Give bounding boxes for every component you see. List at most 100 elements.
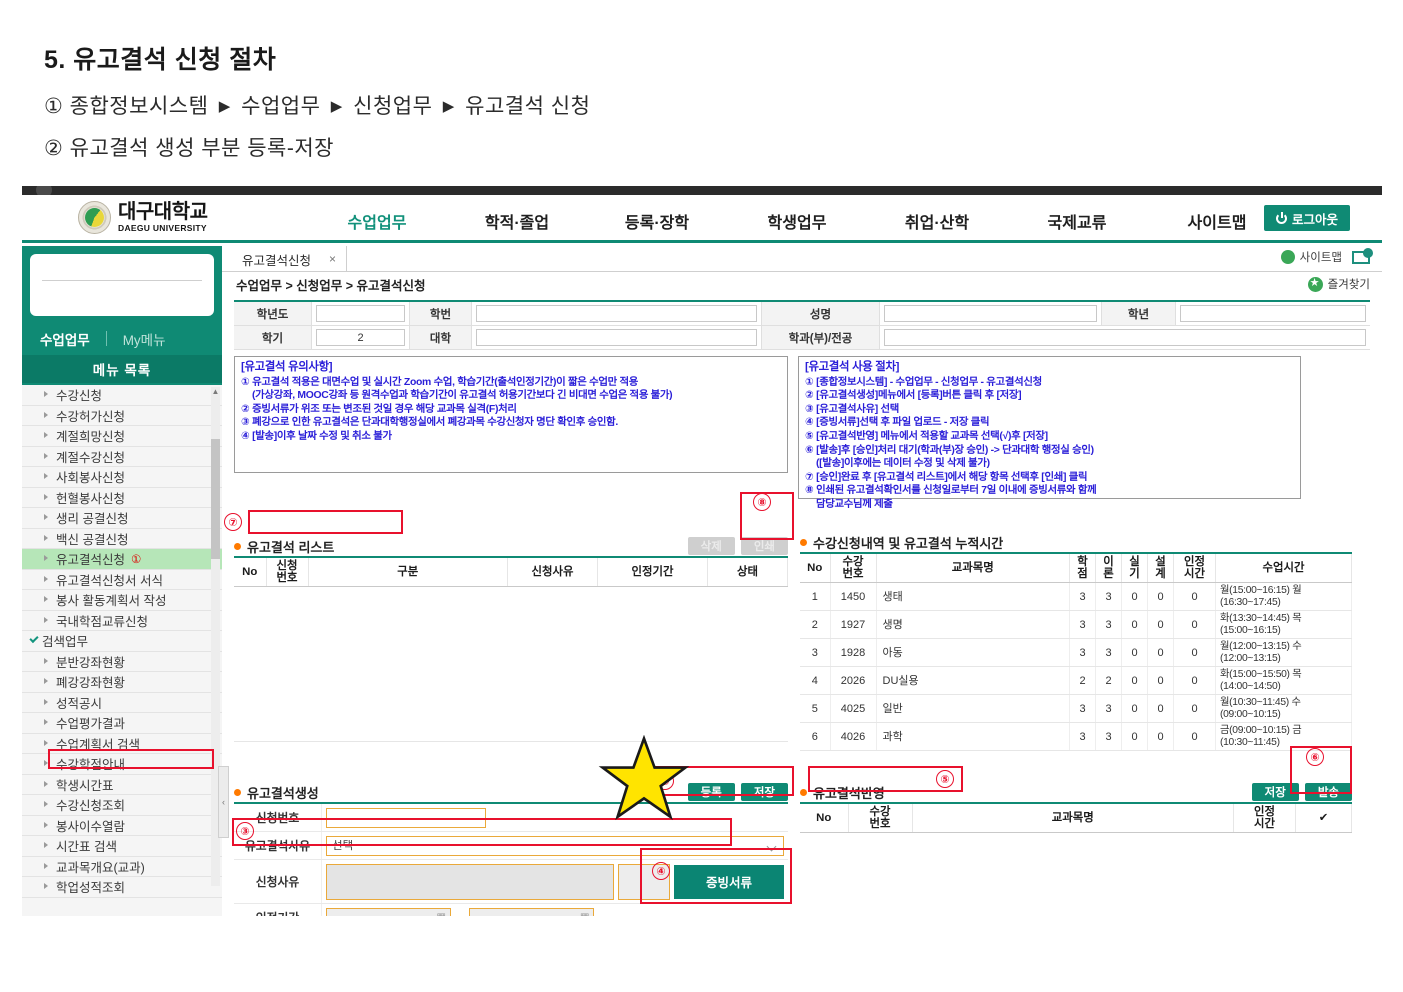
cell-credit: 3 bbox=[1069, 582, 1096, 611]
table-row[interactable]: 5 4025 일반 3 3 0 0 0 월(10:30~11:45) 수(09:00~10:15… bbox=[800, 694, 1352, 723]
triangle-right-icon bbox=[44, 514, 48, 520]
favorite-button[interactable]: 즐겨찾기 bbox=[1307, 276, 1370, 292]
input-period-start[interactable]: ▦ bbox=[326, 907, 451, 916]
delete-button[interactable]: 삭제 bbox=[687, 537, 735, 555]
sidebar-item-21[interactable]: 봉사이수열람 bbox=[22, 816, 222, 836]
panel-collapse-handle[interactable]: ‹ bbox=[218, 766, 229, 838]
label-student-no: 학번 bbox=[410, 302, 472, 325]
scrollbar-track[interactable] bbox=[211, 387, 220, 886]
sidebar-item-12[interactable]: 검색업무 bbox=[22, 631, 222, 652]
procedure-step-2: ② 유고결석 생성 부분 등록-저장 bbox=[44, 137, 334, 160]
cell-time: 금(09:00~10:15) 금(10:30~11:45) bbox=[1215, 722, 1352, 751]
table-row[interactable]: 6 4026 과학 3 3 0 0 0 금(09:00~10:15) 금(10:30~11:45… bbox=[800, 722, 1352, 751]
sidebar-scrollbar[interactable]: ▲ bbox=[211, 387, 220, 886]
register-button[interactable]: 등록 bbox=[687, 783, 735, 801]
sidebar-item-20[interactable]: 수강신청조회 bbox=[22, 795, 222, 816]
sidebar-tab-mymenu[interactable]: My메뉴 bbox=[122, 332, 166, 348]
column-header-1: 신청 번호 bbox=[266, 558, 309, 587]
sidebar-item-2[interactable]: 계절희망신청 bbox=[22, 426, 222, 447]
cell-no: 5 bbox=[800, 694, 831, 723]
sidebar-item-8[interactable]: 유고결석신청 ① bbox=[22, 549, 222, 570]
sidebar-item-15[interactable]: 성적공시 bbox=[22, 693, 222, 713]
input-request-number[interactable] bbox=[326, 807, 486, 828]
sidebar-item-10[interactable]: 봉사 활동계획서 작성 bbox=[22, 590, 222, 611]
new-window-icon[interactable] bbox=[1352, 247, 1373, 264]
power-icon bbox=[1275, 211, 1287, 224]
sidebar-item-24[interactable]: 학업성적조회 bbox=[22, 877, 222, 898]
triangle-right-icon bbox=[44, 862, 48, 869]
logout-button[interactable]: 로그아웃 bbox=[1263, 205, 1350, 231]
sidebar-item-19[interactable]: 학생시간표 bbox=[22, 775, 222, 795]
cell-name: 일반 bbox=[876, 694, 1070, 723]
cell-practice: 0 bbox=[1121, 694, 1148, 723]
input-semester[interactable] bbox=[316, 329, 405, 346]
cell-practice: 0 bbox=[1121, 666, 1148, 695]
sidebar-item-0[interactable]: 수강신청 bbox=[22, 385, 222, 406]
sidebar-item-label: 학업성적조회 bbox=[56, 881, 126, 896]
sidebar-item-11[interactable]: 국내학점교류신청 bbox=[22, 611, 222, 631]
sidebar-item-22[interactable]: 시간표 검색 bbox=[22, 836, 222, 857]
table-row[interactable]: 2 1927 생명 3 3 0 0 0 화(13:30~14:45) 목(15:00~16:15… bbox=[800, 610, 1352, 639]
sidebar-item-6[interactable]: 생리 공결신청 bbox=[22, 508, 222, 529]
annotation-number-7: ⑦ bbox=[224, 513, 242, 531]
breadcrumb: 수업업무 > 신청업무 > 유고결석신청 bbox=[236, 278, 426, 293]
scroll-up-icon[interactable]: ▲ bbox=[211, 387, 220, 396]
table-row[interactable]: 1 1450 생태 3 3 0 0 0 월(15:00~16:15) 월(16:30~17:45… bbox=[800, 582, 1352, 611]
sidebar-tab-primary[interactable]: 수업업무 bbox=[40, 332, 90, 348]
tab-yugogyeolseok[interactable]: 유고결석신청 × bbox=[232, 246, 348, 272]
nav-item-4[interactable]: 취업·산학 bbox=[904, 215, 970, 232]
input-department-major[interactable] bbox=[884, 329, 1366, 346]
select-absence-reason[interactable]: 선택 bbox=[326, 835, 784, 856]
sidebar-item-16[interactable]: 수업평가결과 bbox=[22, 713, 222, 734]
close-icon[interactable]: × bbox=[329, 252, 337, 266]
input-academic-year[interactable] bbox=[316, 305, 405, 322]
nav-item-6[interactable]: 사이트맵 bbox=[1187, 215, 1247, 232]
input-request-detail[interactable] bbox=[326, 863, 614, 900]
input-student-no[interactable] bbox=[476, 305, 757, 322]
input-name[interactable] bbox=[884, 305, 1097, 322]
sidebar-item-17[interactable]: 수업계획서 검색 bbox=[22, 734, 222, 754]
evidence-document-button[interactable]: 증빙서류 bbox=[674, 864, 784, 899]
sidebar-item-4[interactable]: 사회봉사신청 bbox=[22, 467, 222, 488]
content-tab-bar: 유고결석신청 × 사이트맵 bbox=[222, 246, 1382, 272]
input-period-end[interactable]: ▦ bbox=[469, 907, 595, 916]
input-grade[interactable] bbox=[1180, 305, 1366, 322]
print-button[interactable]: 인쇄 bbox=[740, 537, 788, 555]
nav-item-list: 수업업무 학적·졸업 등록·장학 학생업무 취업·산학 국제교류 사이트맵 bbox=[307, 209, 1287, 233]
input-college[interactable] bbox=[476, 329, 757, 346]
nav-item-3[interactable]: 학생업무 bbox=[767, 215, 827, 232]
sidebar-item-7[interactable]: 백신 공결신청 bbox=[22, 529, 222, 549]
create-section-header: 유고결석생성 등록 저장 bbox=[234, 782, 788, 804]
nav-item-1[interactable]: 학적·졸업 bbox=[484, 215, 550, 232]
sidebar-item-13[interactable]: 분반강좌현황 bbox=[22, 652, 222, 672]
cell-hours: 0 bbox=[1173, 722, 1216, 751]
nav-item-5[interactable]: 국제교류 bbox=[1047, 215, 1107, 232]
sidebar-item-3[interactable]: 계절수강신청 bbox=[22, 447, 222, 467]
sidebar-item-label: 폐강강좌현황 bbox=[56, 676, 126, 691]
triangle-right-icon bbox=[44, 760, 48, 766]
nav-item-0[interactable]: 수업업무 bbox=[347, 215, 407, 232]
sidebar-item-14[interactable]: 폐강강좌현황 bbox=[22, 672, 222, 693]
nav-item-2[interactable]: 등록·장학 bbox=[624, 215, 690, 232]
cell-time: 월(12:00~13:15) 수(12:00~13:15) bbox=[1215, 638, 1352, 667]
sidebar-item-5[interactable]: 헌혈봉사신청 bbox=[22, 488, 222, 508]
scrollbar-thumb[interactable] bbox=[211, 439, 220, 559]
table-row[interactable]: 3 1928 아동 3 3 0 0 0 월(12:00~13:15) 수(12:00~13:15… bbox=[800, 638, 1352, 667]
cell-theory: 3 bbox=[1095, 722, 1122, 751]
sitemap-button[interactable]: 사이트맵 bbox=[1280, 249, 1342, 265]
save-button[interactable]: 저장 bbox=[740, 783, 788, 801]
sidebar-item-9[interactable]: 유고결석신청서 서식 bbox=[22, 570, 222, 590]
sidebar-item-1[interactable]: 수강허가신청 bbox=[22, 406, 222, 426]
reflect-save-button[interactable]: 저장 bbox=[1251, 783, 1299, 801]
university-logo[interactable]: 대구대학교 DAEGU UNIVERSITY bbox=[78, 201, 208, 234]
sidebar-item-label: 유고결석신청 bbox=[56, 553, 126, 568]
send-button[interactable]: 발송 bbox=[1304, 783, 1352, 801]
column-header-0: No bbox=[800, 553, 831, 583]
sidebar-search-box[interactable] bbox=[30, 254, 214, 316]
cell-design: 0 bbox=[1147, 694, 1174, 723]
table-row[interactable]: 4 2026 DU실용 2 2 0 0 0 화(15:00~15:50) 목(14:00~14:… bbox=[800, 666, 1352, 695]
cell-time: 월(10:30~11:45) 수(09:00~10:15) bbox=[1215, 694, 1352, 723]
favorite-label: 즐겨찾기 bbox=[1327, 279, 1370, 291]
sidebar-item-23[interactable]: 교과목개요(교과) bbox=[22, 857, 222, 877]
